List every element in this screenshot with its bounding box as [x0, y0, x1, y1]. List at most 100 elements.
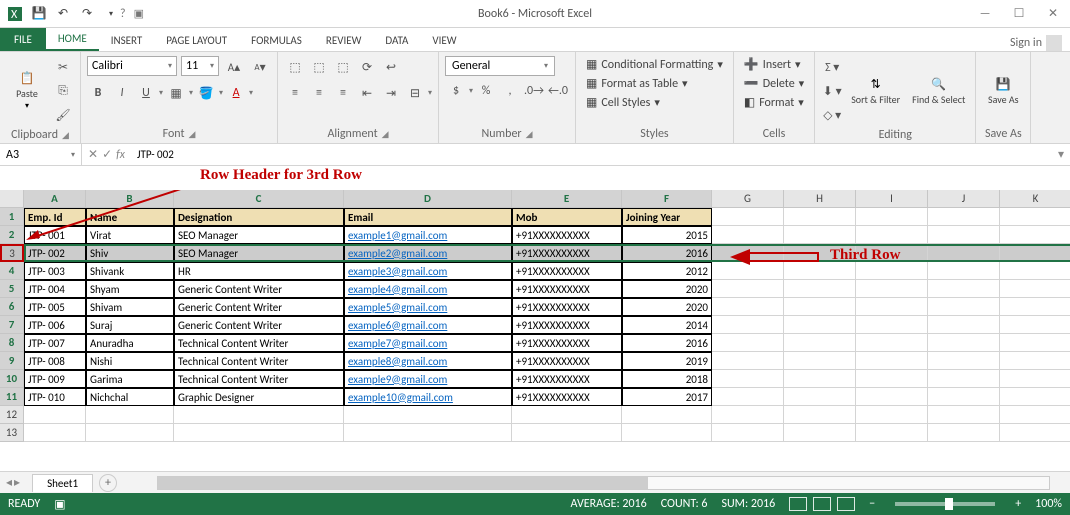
data-cell[interactable]: JTP- 006 — [24, 316, 86, 334]
data-cell[interactable]: Suraj — [86, 316, 174, 334]
empty-cell[interactable] — [928, 298, 1000, 316]
orientation-icon[interactable]: ⟳ — [356, 56, 378, 78]
empty-cell[interactable] — [1000, 316, 1070, 334]
bold-button[interactable]: B — [87, 82, 109, 104]
empty-cell[interactable] — [24, 424, 86, 442]
data-cell[interactable]: example6@gmail.com — [344, 316, 512, 334]
empty-cell[interactable] — [622, 406, 712, 424]
empty-cell[interactable] — [784, 334, 856, 352]
empty-cell[interactable] — [928, 334, 1000, 352]
empty-cell[interactable] — [784, 406, 856, 424]
data-cell[interactable]: JTP- 009 — [24, 370, 86, 388]
data-cell[interactable]: example4@gmail.com — [344, 280, 512, 298]
header-cell[interactable]: Emp. Id — [24, 208, 86, 226]
column-header[interactable]: I — [856, 190, 928, 208]
tab-page-layout[interactable]: PAGE LAYOUT — [154, 30, 239, 51]
row-header[interactable]: 13 — [0, 424, 24, 442]
empty-cell[interactable] — [784, 388, 856, 406]
empty-cell[interactable] — [856, 316, 928, 334]
record-macro-icon[interactable]: ▣ — [54, 497, 65, 512]
maximize-button[interactable]: ☐ — [1002, 0, 1036, 28]
data-cell[interactable]: 2014 — [622, 316, 712, 334]
data-cell[interactable]: Generic Content Writer — [174, 316, 344, 334]
row-header[interactable]: 5 — [0, 280, 24, 298]
empty-cell[interactable] — [856, 226, 928, 244]
format-cells-button[interactable]: ◧Format ▾ — [740, 94, 808, 111]
empty-cell[interactable] — [1000, 298, 1070, 316]
data-cell[interactable]: Nishi — [86, 352, 174, 370]
indent-dec-icon[interactable]: ⇤ — [356, 82, 378, 104]
formula-input[interactable]: JTP- 002 — [131, 148, 1052, 161]
cell-styles-button[interactable]: ▦Cell Styles ▾ — [582, 94, 727, 111]
border-icon[interactable]: ▦ — [165, 82, 187, 104]
empty-cell[interactable] — [1000, 406, 1070, 424]
empty-cell[interactable] — [86, 406, 174, 424]
tab-formulas[interactable]: FORMULAS — [239, 30, 314, 51]
data-cell[interactable]: +91XXXXXXXXXX — [512, 352, 622, 370]
data-cell[interactable]: Technical Content Writer — [174, 352, 344, 370]
help-icon[interactable]: ? — [120, 7, 126, 21]
column-header[interactable]: A — [24, 190, 86, 208]
column-header[interactable]: D — [344, 190, 512, 208]
data-cell[interactable]: JTP- 010 — [24, 388, 86, 406]
empty-cell[interactable] — [856, 208, 928, 226]
empty-cell[interactable] — [1000, 262, 1070, 280]
data-cell[interactable]: +91XXXXXXXXXX — [512, 298, 622, 316]
grid[interactable]: ABCDEFGHIJK1Emp. IdNameDesignationEmailM… — [0, 190, 1070, 471]
data-cell[interactable]: example5@gmail.com — [344, 298, 512, 316]
empty-cell[interactable] — [784, 226, 856, 244]
empty-cell[interactable] — [1000, 370, 1070, 388]
redo-icon[interactable]: ↷ — [78, 5, 96, 23]
data-cell[interactable]: 2020 — [622, 280, 712, 298]
fx-icon[interactable]: fx — [116, 148, 125, 162]
empty-cell[interactable] — [712, 352, 784, 370]
empty-cell[interactable] — [928, 262, 1000, 280]
data-cell[interactable]: SEO Manager — [174, 226, 344, 244]
page-break-view-icon[interactable] — [837, 497, 855, 511]
empty-cell[interactable] — [856, 280, 928, 298]
empty-cell[interactable] — [784, 262, 856, 280]
align-right-icon[interactable]: ≡ — [332, 82, 354, 104]
empty-cell[interactable] — [784, 208, 856, 226]
empty-cell[interactable] — [928, 370, 1000, 388]
paste-button[interactable]: 📋 Paste ▾ — [6, 56, 48, 126]
format-as-table-button[interactable]: ▦Format as Table ▾ — [582, 75, 727, 92]
data-cell[interactable]: 2012 — [622, 262, 712, 280]
comma-icon[interactable]: , — [499, 80, 521, 102]
shrink-font-icon[interactable]: A▾ — [249, 56, 271, 78]
data-cell[interactable]: 2015 — [622, 226, 712, 244]
row-header[interactable]: 2 — [0, 226, 24, 244]
row-header[interactable]: 1 — [0, 208, 24, 226]
data-cell[interactable]: example8@gmail.com — [344, 352, 512, 370]
name-box[interactable]: A3▾ — [0, 144, 82, 165]
zoom-slider[interactable] — [895, 502, 995, 506]
data-cell[interactable]: +91XXXXXXXXXX — [512, 226, 622, 244]
data-cell[interactable]: example2@gmail.com — [344, 244, 512, 262]
zoom-in-icon[interactable]: + — [1015, 497, 1021, 511]
empty-cell[interactable] — [712, 316, 784, 334]
data-cell[interactable]: example9@gmail.com — [344, 370, 512, 388]
clipboard-launcher-icon[interactable]: ◢ — [62, 130, 69, 141]
grow-font-icon[interactable]: A▴ — [223, 56, 245, 78]
empty-cell[interactable] — [856, 334, 928, 352]
tab-data[interactable]: DATA — [373, 30, 420, 51]
data-cell[interactable]: JTP- 002 — [24, 244, 86, 262]
sheet-nav-prev-icon[interactable]: ◂ — [6, 475, 12, 490]
align-top-icon[interactable]: ⬚ — [284, 56, 306, 78]
column-header[interactable]: G — [712, 190, 784, 208]
tab-review[interactable]: REVIEW — [314, 30, 374, 51]
fill-icon[interactable]: ⬇ ▾ — [821, 80, 843, 102]
data-cell[interactable]: +91XXXXXXXXXX — [512, 262, 622, 280]
expand-formula-bar-icon[interactable]: ▾ — [1052, 147, 1070, 162]
cut-icon[interactable]: ✂ — [52, 56, 74, 78]
empty-cell[interactable] — [928, 352, 1000, 370]
column-header[interactable]: H — [784, 190, 856, 208]
cancel-formula-icon[interactable]: ✕ — [88, 147, 98, 162]
format-painter-icon[interactable]: 🖌 — [52, 104, 74, 126]
data-cell[interactable]: example3@gmail.com — [344, 262, 512, 280]
zoom-level[interactable]: 100% — [1035, 497, 1062, 511]
data-cell[interactable]: Anuradha — [86, 334, 174, 352]
row-header[interactable]: 8 — [0, 334, 24, 352]
data-cell[interactable]: +91XXXXXXXXXX — [512, 244, 622, 262]
data-cell[interactable]: Shivank — [86, 262, 174, 280]
